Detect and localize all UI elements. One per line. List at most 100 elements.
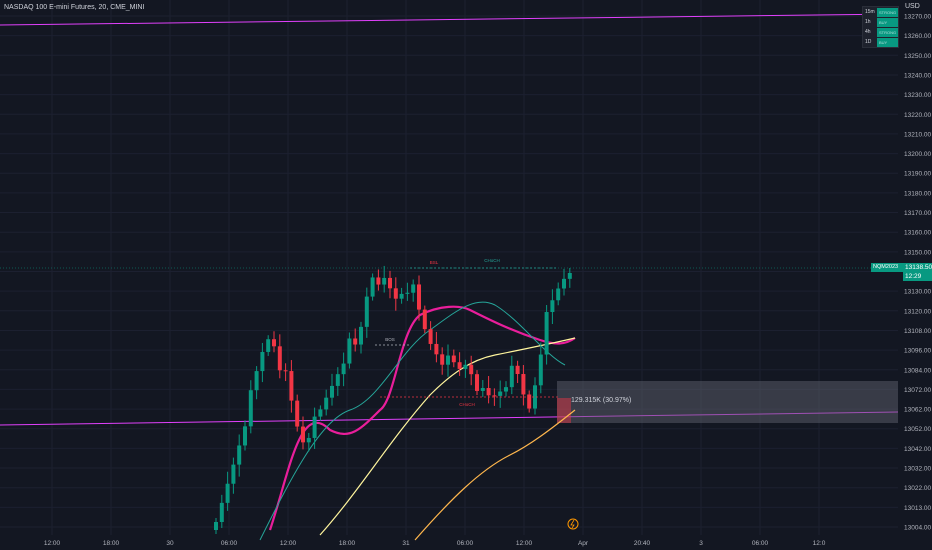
flash-event-icon[interactable] — [567, 518, 579, 530]
price-tick-label: 13022.00 — [904, 485, 931, 492]
timeframe-row: 4h STRONG — [863, 27, 898, 37]
candle-body — [341, 363, 346, 375]
price-tick-label: 13130.00 — [904, 289, 931, 296]
candle-body — [417, 284, 421, 310]
choch-top-label: CHoCH — [484, 258, 500, 263]
candle-body — [312, 416, 317, 438]
ema-mid — [259, 301, 566, 541]
timeframe-value: STRONG — [877, 27, 898, 37]
candle-body — [347, 338, 352, 364]
last-price: 13138.50 — [905, 264, 932, 271]
price-tick-label: 13062.00 — [904, 407, 931, 414]
candle-body — [324, 397, 329, 410]
candle-body — [306, 437, 311, 443]
candle-body — [440, 354, 445, 365]
candle-body — [527, 394, 532, 409]
price-tick-label: 13200.00 — [904, 151, 931, 158]
annotations: BSL CHoCH BOS CHoCH — [375, 258, 579, 530]
candle-body — [457, 362, 462, 369]
price-axis[interactable]: 13270.00 13260.00 13250.00 13240.00 13230.00… — [904, 14, 931, 532]
candle-body — [277, 346, 282, 371]
candle-body — [480, 388, 485, 391]
candle-body — [538, 354, 543, 386]
candle-body — [225, 483, 230, 503]
time-tick-label: 3 — [699, 540, 703, 547]
price-tick-label: 13270.00 — [904, 14, 931, 21]
timeframe-row: 15m STRONG — [863, 7, 898, 17]
price-tick-label: 13004.00 — [904, 525, 931, 532]
candle-body — [382, 277, 387, 285]
candle-body — [446, 355, 450, 365]
horizontal-lines — [0, 13, 899, 426]
price-tick-label: 13108.00 — [904, 328, 931, 335]
candle-body — [248, 390, 253, 427]
price-tick-label: 13052.00 — [904, 426, 931, 433]
time-tick-label: 31 — [402, 540, 410, 547]
timeframe-row: 1h BUY — [863, 17, 898, 27]
candle-body — [370, 277, 375, 297]
candle-body — [330, 385, 334, 398]
candle-body — [295, 400, 300, 427]
price-tick-label: 13096.00 — [904, 348, 931, 355]
bsl-label: BSL — [430, 260, 439, 265]
ema-slowest — [414, 409, 576, 541]
price-tick-label: 13180.00 — [904, 190, 931, 197]
volume-profile-label: 129.315K (30.97%) — [571, 397, 632, 404]
candles — [214, 265, 572, 534]
candle-body — [243, 426, 247, 446]
symbol-badge: NQM2023 — [871, 263, 903, 272]
candle-body — [509, 365, 514, 388]
timeframe-label: 4h — [865, 29, 871, 35]
flash-icon-glyph — [570, 519, 575, 529]
timeframe-value: STRONG — [877, 7, 898, 17]
price-tick-label: 13042.00 — [904, 446, 931, 453]
candle-body — [486, 388, 491, 396]
time-tick-label: 06:00 — [752, 540, 769, 547]
candle-body — [376, 277, 381, 285]
price-tick-label: 13160.00 — [904, 230, 931, 237]
candle-body — [272, 339, 276, 347]
price-tick-label: 13072.00 — [904, 387, 931, 394]
candle-body — [428, 329, 433, 344]
candle-body — [504, 387, 508, 392]
time-axis[interactable]: 12:00 18:00 30 06:00 12:00 18:00 31 06:00 12:00 A… — [44, 540, 826, 547]
price-tick-label: 13250.00 — [904, 53, 931, 60]
candle-body — [567, 273, 572, 279]
timeframe-row: 1D BUY — [863, 37, 898, 47]
moving-averages — [259, 301, 576, 541]
candle-body — [515, 365, 520, 375]
price-tick-label: 13032.00 — [904, 466, 931, 473]
candle-body — [434, 343, 439, 355]
candle-body — [475, 374, 479, 391]
grid-lines — [0, 0, 898, 535]
candle-body — [405, 292, 410, 294]
timeframe-label: 1h — [865, 19, 871, 25]
time-tick-label: Apr — [578, 540, 589, 547]
last-price-badge: 13138.50 12:29 — [903, 263, 932, 281]
candle-body — [411, 284, 416, 293]
price-tick-label: 13084.00 — [904, 367, 931, 374]
candle-body — [550, 300, 555, 313]
time-tick-label: 18:00 — [339, 540, 356, 547]
candle-body — [353, 338, 358, 345]
candle-body — [364, 296, 369, 327]
timeframe-label: 15m — [865, 9, 875, 15]
timeframe-value: BUY — [877, 37, 898, 47]
price-tick-label: 13170.00 — [904, 210, 931, 217]
time-tick-label: 20:40 — [634, 540, 651, 547]
time-tick-label: 06:00 — [457, 540, 474, 547]
price-tick-label: 13240.00 — [904, 72, 931, 79]
bos-label: BOS — [385, 337, 395, 342]
candle-body — [237, 445, 242, 465]
candle-body — [283, 370, 288, 372]
candle-body — [266, 339, 271, 352]
time-tick-label: 12:00 — [280, 540, 297, 547]
candle-body — [318, 409, 323, 417]
candle-body — [231, 464, 236, 484]
candle-body — [289, 371, 294, 401]
volume-zone-sell — [557, 398, 571, 423]
time-tick-label: 18:00 — [103, 540, 120, 547]
price-tick-label: 13013.00 — [904, 505, 931, 512]
candle-body — [451, 355, 456, 363]
